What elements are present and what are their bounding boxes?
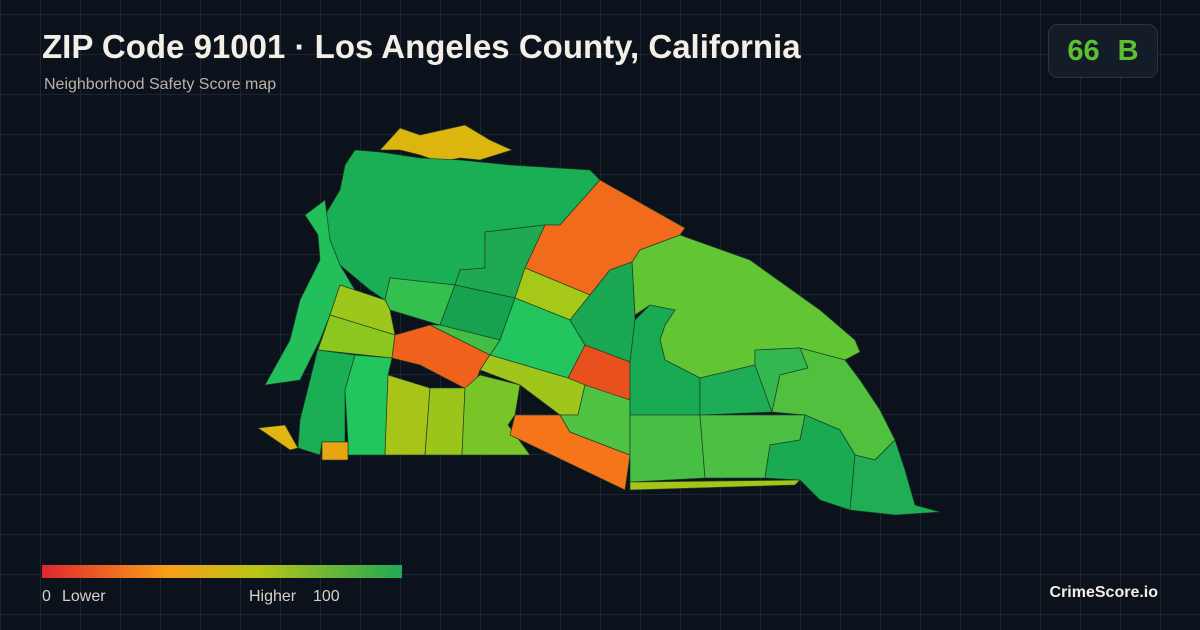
brand: CrimeScore.io: [1049, 584, 1158, 601]
score-badge: 66 B: [1048, 24, 1158, 78]
regions: [256, 124, 941, 516]
region: [629, 414, 706, 483]
region: [629, 304, 701, 416]
legend-max: 100: [313, 588, 340, 605]
region: [384, 374, 431, 456]
score-value: 66: [1067, 34, 1100, 67]
score-grade: B: [1117, 34, 1139, 67]
region: [629, 479, 801, 491]
region: [764, 414, 856, 511]
legend-min-label: Lower: [62, 588, 106, 605]
region: [321, 441, 349, 461]
title: ZIP Code 91001 · Los Angeles County, Cal…: [42, 28, 801, 65]
legend-gradient: [42, 565, 402, 578]
region: [429, 324, 501, 356]
region: [379, 124, 514, 163]
region: [344, 354, 393, 456]
region: [256, 424, 299, 451]
legend-max-label: Higher: [249, 588, 297, 605]
subtitle: Neighborhood Safety Score map: [44, 76, 277, 93]
legend-min: 0: [42, 588, 51, 605]
region: [849, 439, 941, 516]
region: [424, 387, 466, 456]
region: [384, 277, 456, 326]
